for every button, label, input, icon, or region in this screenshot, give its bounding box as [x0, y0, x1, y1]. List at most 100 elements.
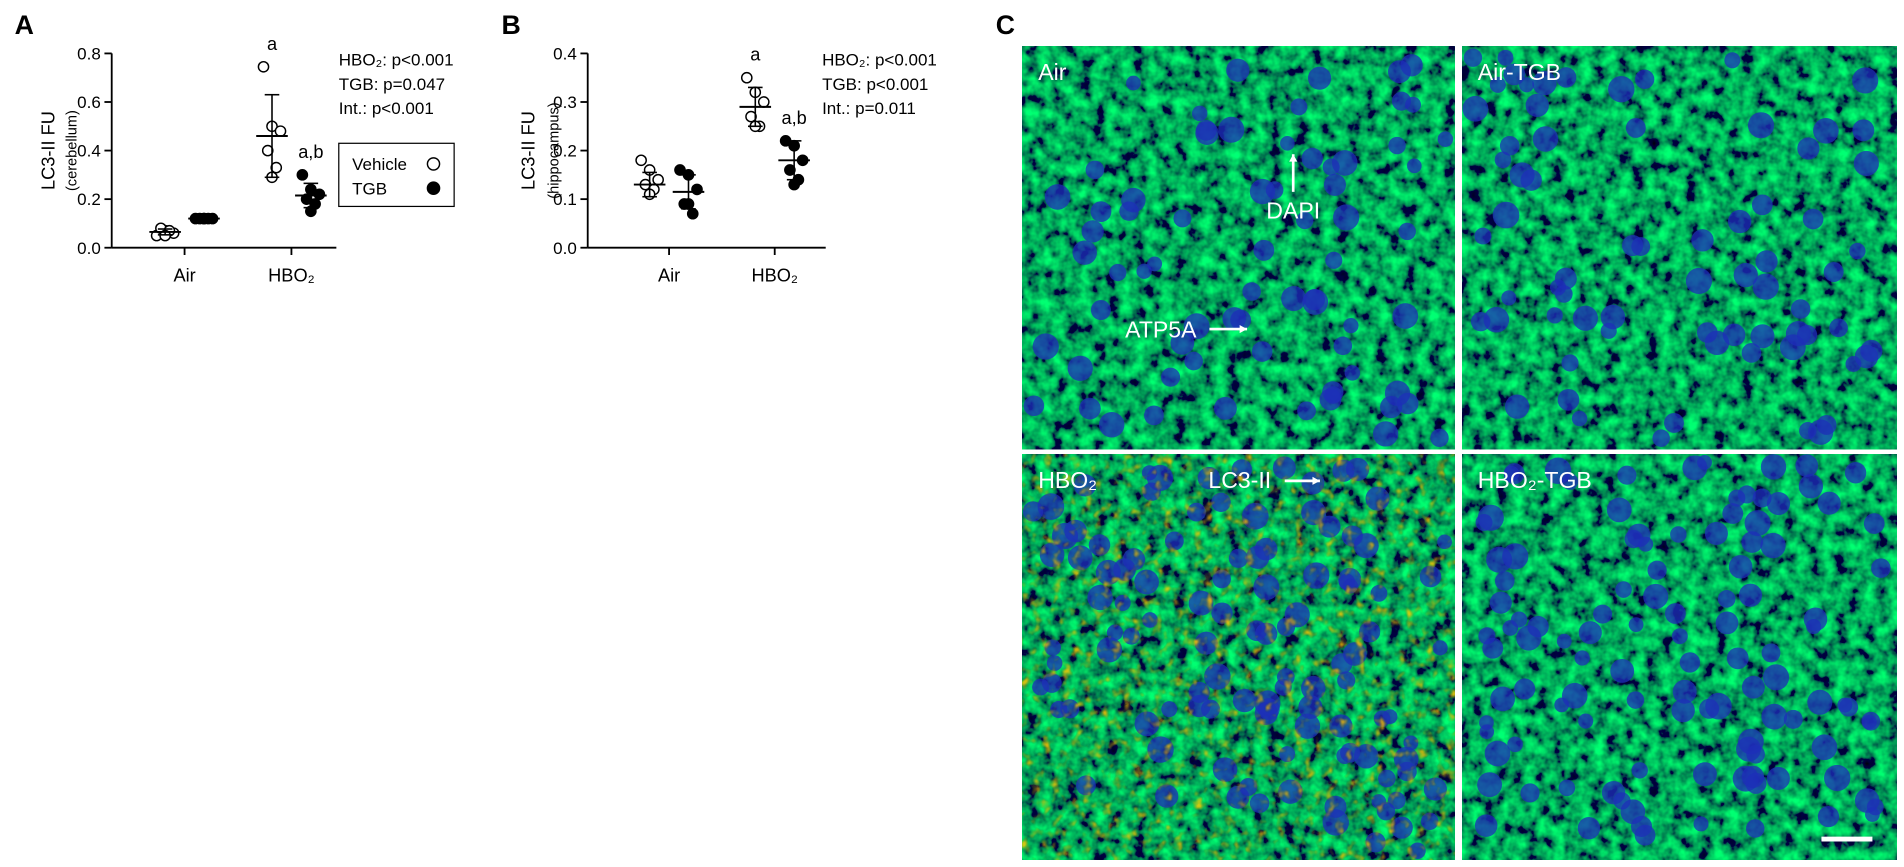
nucleus: [1741, 343, 1762, 363]
nucleus: [1484, 740, 1511, 767]
data-point: [674, 164, 686, 176]
nucleus: [1520, 783, 1540, 803]
nucleus: [1242, 282, 1261, 301]
nucleus: [1817, 491, 1841, 515]
nucleus: [1333, 204, 1360, 231]
data-point: [686, 207, 699, 220]
nucleus: [1407, 158, 1422, 174]
nucleus: [1497, 49, 1514, 66]
nucleus: [1072, 240, 1097, 265]
nucleus: [1664, 603, 1686, 624]
nucleus: [1281, 285, 1307, 312]
x-tick-label: HBO₂: [268, 266, 315, 286]
nucleus: [1705, 692, 1732, 720]
arrow-label: LC3-II: [1208, 467, 1271, 493]
nucleus: [1741, 675, 1765, 699]
image-label: Air-TGB: [1478, 59, 1561, 85]
nucleus: [1144, 405, 1164, 426]
nucleus: [1617, 465, 1637, 485]
data-point: [261, 144, 274, 157]
nucleus: [1745, 772, 1767, 794]
nucleus: [1490, 686, 1515, 712]
nucleus: [1388, 136, 1406, 155]
nucleus: [1752, 488, 1772, 508]
y-tick-label: 0.4: [77, 142, 101, 161]
nucleus: [1333, 336, 1353, 356]
legend-label: TGB: [352, 179, 387, 198]
nucleus: [1783, 709, 1803, 729]
nucleus: [1746, 745, 1765, 764]
nucleus: [1664, 412, 1684, 433]
nucleus: [1561, 473, 1579, 490]
nucleus: [1628, 617, 1644, 632]
nucleus: [1852, 119, 1875, 142]
data-point: [788, 178, 800, 191]
nucleus: [1728, 554, 1753, 579]
arrow-label: DAPI: [1266, 198, 1320, 224]
nucleus: [1766, 492, 1791, 516]
panel-letter: B: [502, 10, 521, 40]
nucleus: [1578, 713, 1594, 729]
nucleus: [1761, 703, 1788, 730]
y-tick-label: 0.0: [77, 239, 101, 258]
nucleus: [1032, 333, 1059, 360]
nucleus: [1746, 819, 1765, 838]
nucleus: [1183, 313, 1210, 340]
nucleus: [1532, 70, 1557, 96]
nucleus: [1555, 67, 1577, 88]
significance-label: a,b: [781, 108, 806, 128]
nucleus: [1561, 682, 1588, 709]
nucleus: [1474, 227, 1492, 245]
nucleus: [1507, 736, 1523, 753]
nucleus: [1161, 367, 1181, 387]
legend-label: Vehicle: [352, 155, 407, 174]
nucleus: [1726, 647, 1749, 670]
nucleus: [1798, 474, 1824, 499]
nucleus: [1854, 788, 1880, 813]
nucleus: [1652, 429, 1670, 447]
nucleus: [1501, 290, 1517, 306]
nucleus: [1744, 510, 1771, 537]
nucleus: [1301, 147, 1323, 170]
y-axis-label: LC3-II FU: [39, 111, 59, 190]
nucleus: [1556, 633, 1572, 649]
data-point: [300, 193, 313, 205]
nucleus: [1760, 454, 1787, 480]
nucleus: [1766, 766, 1790, 790]
nucleus: [1647, 560, 1667, 580]
nucleus: [1600, 322, 1617, 339]
data-point: [296, 169, 309, 181]
legend-box: [338, 142, 455, 208]
nucleus: [1577, 817, 1601, 840]
nucleus: [1704, 521, 1728, 545]
nucleus: [1861, 711, 1881, 731]
nucleus: [1752, 273, 1779, 300]
y-tick-label: 0.6: [77, 93, 101, 112]
nucleus: [1824, 764, 1851, 792]
nucleus: [1722, 503, 1744, 524]
data-point: [691, 183, 703, 196]
nucleus: [1755, 250, 1778, 273]
panel-letter: A: [15, 10, 34, 40]
nucleus: [1863, 513, 1885, 534]
image-label: HBO₂-TGB: [1478, 467, 1592, 493]
nucleus: [1462, 95, 1489, 122]
nucleus: [1692, 762, 1717, 787]
nucleus: [1494, 151, 1512, 169]
nucleus: [1697, 454, 1712, 470]
nucleus: [1372, 421, 1399, 447]
x-tick-label: Air: [173, 266, 195, 286]
legend-marker: [426, 157, 441, 171]
nucleus: [1489, 591, 1512, 614]
nucleus: [1671, 628, 1688, 645]
nucleus: [1724, 52, 1741, 69]
nucleus: [1860, 339, 1883, 362]
nucleus: [1852, 67, 1879, 94]
nucleus: [1489, 76, 1506, 93]
nucleus: [1253, 239, 1275, 261]
nucleus: [1613, 792, 1631, 810]
nucleus: [1853, 150, 1879, 176]
data-point: [635, 154, 647, 167]
data-point: [313, 188, 326, 201]
